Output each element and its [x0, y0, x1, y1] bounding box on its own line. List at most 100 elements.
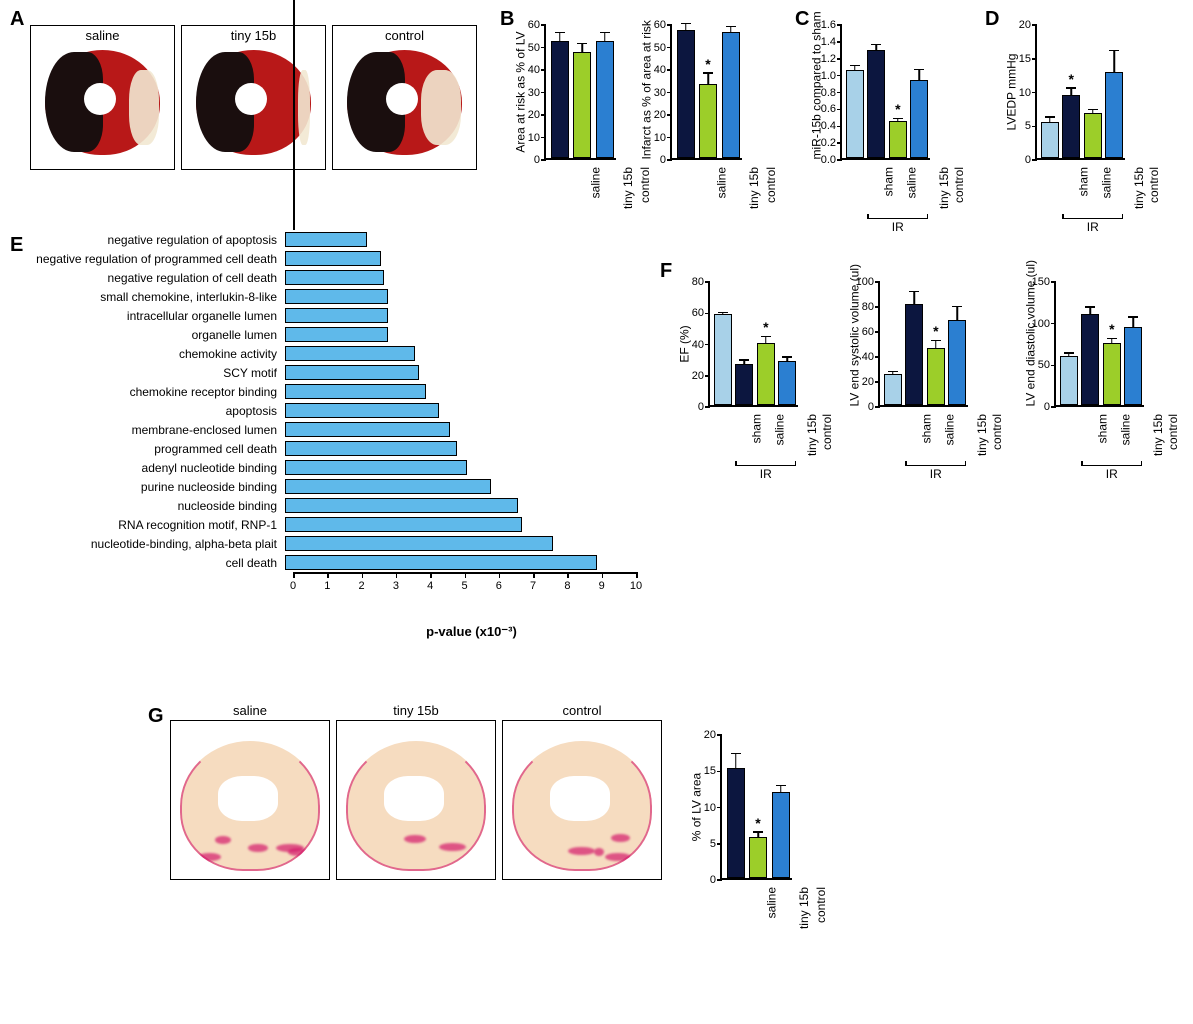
go-term-row: intracellular organelle lumen — [10, 306, 650, 325]
x-category-label: tiny 15b — [805, 414, 819, 456]
y-axis-label: EF (%) — [677, 281, 691, 406]
microscopy-slice: saline — [30, 25, 175, 170]
go-term-label: intracellular organelle lumen — [10, 309, 285, 323]
bar — [699, 84, 717, 158]
histology-slice: saline — [170, 720, 330, 880]
y-axis-label: LV end diastolic volume (ul) — [1023, 281, 1037, 406]
go-term-label: negative regulation of cell death — [10, 271, 285, 285]
go-term-label: chemokine activity — [10, 347, 285, 361]
hbar — [285, 555, 597, 570]
panel-label-c: C — [795, 8, 809, 31]
chart-f2: 020406080100LV end systolic volume (ul)s… — [878, 282, 968, 410]
go-term-row: chemokine activity — [10, 344, 650, 363]
chart-f3: 050100150LV end diastolic volume (ul)sha… — [1054, 282, 1144, 410]
bar — [677, 30, 695, 158]
x-category-label: control — [638, 167, 652, 203]
microscopy-label: control — [385, 28, 424, 43]
bar — [1041, 122, 1059, 158]
go-term-label: nucleotide-binding, alpha-beta plait — [10, 537, 285, 551]
histology-slice: control — [502, 720, 662, 880]
go-term-row: RNA recognition motif, RNP-1 — [10, 515, 650, 534]
panel-e-hbar: negative regulation of apoptosis negative… — [10, 230, 650, 640]
y-axis-label: miR-15b compared to sham — [809, 24, 823, 159]
x-category-label: control — [952, 167, 966, 203]
bar — [573, 52, 591, 158]
go-term-label: SCY motif — [10, 366, 285, 380]
panel-a-images: saline tiny 15b control — [30, 25, 477, 170]
bar — [1124, 327, 1142, 405]
bar — [867, 50, 885, 158]
microscopy-slice: control — [332, 25, 477, 170]
bar — [905, 304, 923, 405]
go-term-row: organelle lumen — [10, 325, 650, 344]
hbar — [285, 441, 457, 456]
microscopy-slice: tiny 15b — [181, 25, 326, 170]
y-axis-label: Area at risk as % of LV — [513, 24, 527, 159]
x-category-label: tiny 15b — [975, 414, 989, 456]
chart-b2: 0102030405060Infarct as % of area at ris… — [670, 25, 742, 163]
x-category-label: sham — [1076, 167, 1090, 196]
bar — [1105, 72, 1123, 158]
panel-label-a: A — [10, 8, 24, 31]
bar — [778, 361, 796, 405]
hbar — [285, 270, 384, 285]
histology-label: saline — [233, 703, 267, 718]
go-term-label: purine nucleoside binding — [10, 480, 285, 494]
go-term-label: adenyl nucleotide binding — [10, 461, 285, 475]
bar — [884, 374, 902, 405]
go-term-label: cell death — [10, 556, 285, 570]
go-term-row: negative regulation of cell death — [10, 268, 650, 287]
chart-f1: 020406080EF (%)shamsaline*tiny 15bcontro… — [708, 282, 798, 410]
hbar — [285, 365, 419, 380]
go-term-row: programmed cell death — [10, 439, 650, 458]
go-term-row: cell death — [10, 553, 650, 572]
bar — [927, 348, 945, 406]
x-category-label: control — [820, 414, 834, 450]
hbar — [285, 232, 367, 247]
go-term-label: nucleoside binding — [10, 499, 285, 513]
go-term-row: nucleotide-binding, alpha-beta plait — [10, 534, 650, 553]
panel-label-d: D — [985, 8, 999, 31]
go-term-label: organelle lumen — [10, 328, 285, 342]
hbar — [285, 308, 388, 323]
bar — [596, 41, 614, 158]
x-category-label: tiny 15b — [1132, 167, 1146, 209]
go-term-row: negative regulation of programmed cell d… — [10, 249, 650, 268]
go-term-row: small chemokine, interlukin-8-like — [10, 287, 650, 306]
chart-d: 05101520LVEDP mmHgsham*salinetiny 15bcon… — [1035, 25, 1125, 163]
x-category-label: saline — [1119, 414, 1133, 445]
go-term-row: purine nucleoside binding — [10, 477, 650, 496]
hbar — [285, 289, 388, 304]
y-axis-label: % of LV area — [689, 734, 703, 879]
bar — [1081, 314, 1099, 405]
bar — [714, 314, 732, 405]
y-axis-label: LV end systolic volume (ul) — [847, 281, 861, 406]
go-term-label: negative regulation of apoptosis — [10, 233, 285, 247]
bar — [727, 768, 745, 878]
go-term-row: negative regulation of apoptosis — [10, 230, 650, 249]
x-category-label: control — [1147, 167, 1161, 203]
hbar — [285, 251, 381, 266]
chart-c: 0.00.20.40.60.81.01.21.41.6miR-15b compa… — [840, 25, 930, 163]
microscopy-label: saline — [86, 28, 120, 43]
hbar — [285, 460, 467, 475]
panel-g-images: salinetiny 15bcontrol — [170, 720, 662, 880]
x-axis-label: p-value (x10⁻³) — [293, 624, 650, 640]
bar — [846, 70, 864, 158]
x-category-label: saline — [943, 414, 957, 445]
bar — [948, 320, 966, 405]
bar — [722, 32, 740, 158]
hbar — [285, 479, 491, 494]
bar — [551, 41, 569, 158]
x-category-label: tiny 15b — [1151, 414, 1165, 456]
hbar — [285, 346, 415, 361]
go-term-label: RNA recognition motif, RNP-1 — [10, 518, 285, 532]
bar — [1060, 356, 1078, 405]
x-category-label: control — [1166, 414, 1180, 450]
bar — [772, 792, 790, 878]
hbar — [285, 327, 388, 342]
histology-label: control — [562, 703, 601, 718]
x-category-label: saline — [1100, 167, 1114, 198]
go-term-row: apoptosis — [10, 401, 650, 420]
x-category-label: sham — [881, 167, 895, 196]
